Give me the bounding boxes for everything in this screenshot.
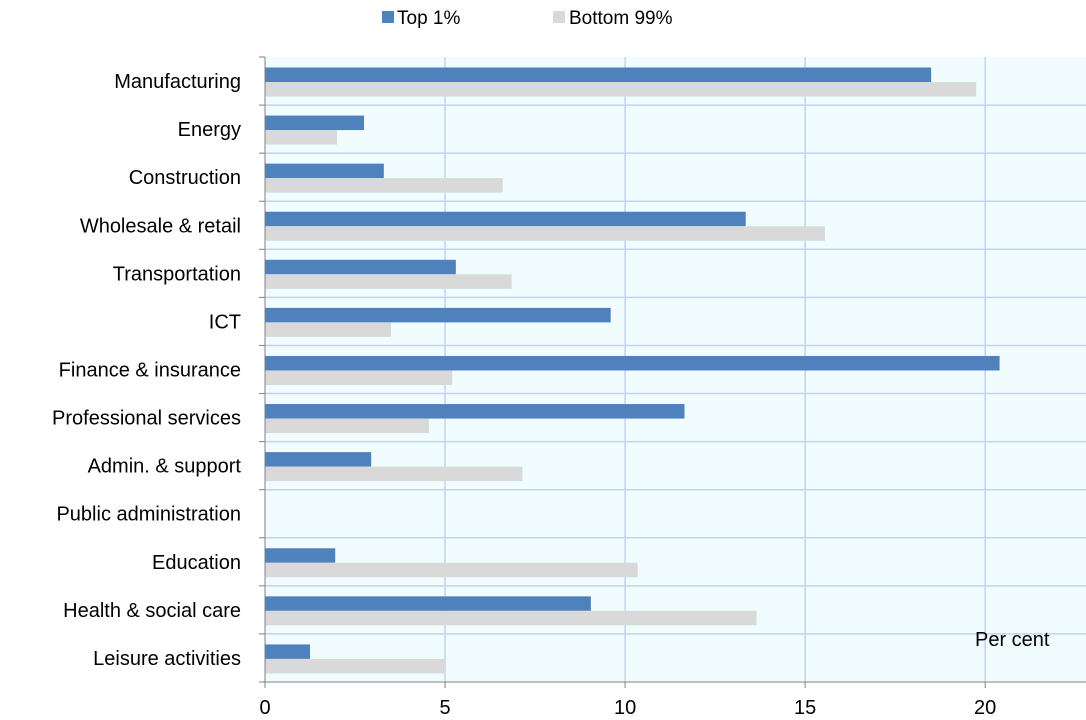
legend: Top 1% Bottom 99%	[382, 8, 673, 29]
x-tick-label-15: 15	[794, 697, 816, 719]
category-label-ict: ICT	[209, 311, 241, 333]
bar-bottom-99-ict	[265, 322, 392, 337]
bar-bottom-99-leisure-activities	[265, 658, 446, 674]
x-tick-label-0: 0	[259, 697, 270, 719]
legend-label-bottom-99: Bottom 99%	[569, 8, 673, 29]
category-label-construction: Construction	[129, 167, 241, 189]
axes	[259, 56, 1086, 688]
unit-label: Per cent	[975, 629, 1050, 651]
bar-bottom-99-manufacturing	[265, 82, 977, 97]
x-tick-label-10: 10	[614, 697, 636, 719]
category-label-health-social-care: Health & social care	[63, 600, 241, 622]
bar-top-1-wholesale-retail	[265, 211, 746, 227]
x-tick-label-20: 20	[974, 697, 996, 719]
bar-bottom-99-construction	[265, 178, 503, 193]
x-tick-labels: 0 5 10 15 20	[259, 697, 996, 719]
bar-top-1-manufacturing	[265, 67, 932, 82]
category-label-energy: Energy	[178, 119, 241, 141]
bar-top-1-professional-services	[265, 404, 685, 419]
category-label-leisure-activities: Leisure activities	[93, 648, 241, 670]
category-label-public-administration: Public administration	[56, 504, 241, 526]
bar-bottom-99-energy	[265, 130, 338, 145]
bar-bottom-99-finance-insurance	[265, 370, 453, 385]
category-labels: Manufacturing Energy Construction Wholesale…	[52, 71, 241, 670]
bar-bottom-99-admin-support	[265, 466, 523, 482]
bar-top-1-transportation	[265, 259, 456, 275]
bar-top-1-ict	[265, 307, 611, 323]
category-label-transportation: Transportation	[113, 263, 241, 285]
x-tick-label-5: 5	[439, 697, 450, 719]
category-label-education: Education	[152, 552, 241, 574]
bar-top-1-education	[265, 548, 336, 563]
category-label-manufacturing: Manufacturing	[114, 71, 241, 93]
legend-label-top-1: Top 1%	[397, 8, 460, 29]
bar-bottom-99-transportation	[265, 274, 512, 289]
bar-top-1-finance-insurance	[265, 355, 1000, 371]
bar-top-1-health-social-care	[265, 596, 591, 611]
bar-bottom-99-professional-services	[265, 418, 429, 434]
bar-top-1-admin-support	[265, 452, 372, 467]
bar-top-1-energy	[265, 115, 365, 131]
gridlines	[265, 57, 1086, 682]
bar-top-1-leisure-activities	[265, 644, 311, 659]
bar-bottom-99-wholesale-retail	[265, 226, 825, 241]
category-label-admin-support: Admin. & support	[88, 456, 242, 478]
legend-swatch-top-1	[382, 11, 394, 23]
bars	[265, 67, 1000, 674]
legend-swatch-bottom-99	[553, 11, 565, 23]
category-label-professional-services: Professional services	[52, 408, 241, 430]
bar-bottom-99-health-social-care	[265, 610, 757, 626]
bar-top-1-construction	[265, 163, 384, 179]
category-label-wholesale-retail: Wholesale & retail	[80, 215, 241, 237]
category-label-finance-insurance: Finance & insurance	[59, 360, 241, 382]
bar-bottom-99-education	[265, 562, 638, 578]
